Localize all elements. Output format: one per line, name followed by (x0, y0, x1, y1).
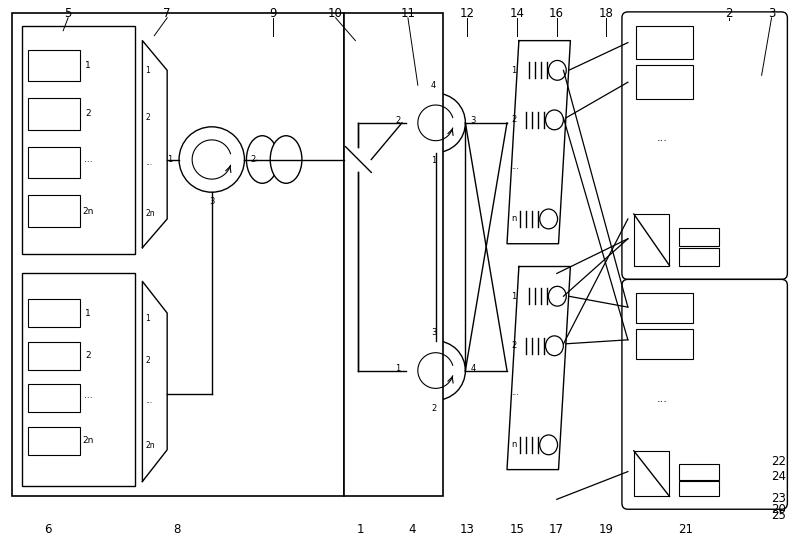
Text: ···: ··· (84, 394, 92, 403)
Text: 24: 24 (771, 470, 786, 483)
Bar (29, 427, 80, 455)
Text: 23: 23 (771, 492, 786, 505)
Text: 7: 7 (163, 8, 171, 20)
Text: 2: 2 (395, 116, 401, 125)
Bar (679, 464, 719, 480)
Circle shape (406, 341, 466, 400)
Bar (29, 98, 80, 130)
Text: 16: 16 (549, 8, 564, 20)
Bar (679, 480, 719, 496)
Text: 2: 2 (511, 341, 516, 350)
Circle shape (179, 127, 245, 192)
Text: 20: 20 (771, 503, 786, 516)
Text: 6: 6 (45, 523, 52, 535)
Ellipse shape (540, 209, 558, 229)
Bar (636, 329, 694, 359)
Text: 11: 11 (401, 8, 415, 20)
Text: 1: 1 (85, 309, 90, 317)
Text: ···: ··· (84, 158, 92, 167)
Bar (346, 147, 371, 173)
Text: n: n (511, 214, 516, 224)
Text: 5: 5 (65, 8, 72, 20)
Text: 17: 17 (549, 523, 564, 535)
Text: 1: 1 (511, 66, 516, 75)
Text: 8: 8 (174, 523, 181, 535)
Text: ···: ··· (511, 391, 519, 400)
Text: 14: 14 (510, 8, 525, 20)
Bar (22, 273, 135, 487)
Text: 1: 1 (146, 66, 150, 75)
Text: 21: 21 (678, 523, 693, 535)
Text: 1: 1 (146, 314, 150, 323)
Text: ···: ··· (511, 165, 519, 174)
Text: 1: 1 (85, 61, 90, 70)
Bar (12, 13, 343, 496)
Text: 1: 1 (431, 156, 436, 165)
Text: 3: 3 (209, 197, 214, 206)
Text: 10: 10 (328, 8, 343, 20)
Bar (634, 451, 670, 496)
Text: 18: 18 (598, 8, 614, 20)
Bar (29, 384, 80, 412)
Bar (343, 13, 442, 496)
Ellipse shape (549, 286, 566, 306)
Text: 4: 4 (408, 523, 416, 535)
Text: 13: 13 (460, 523, 475, 535)
Text: ...: ... (657, 393, 668, 404)
Ellipse shape (546, 110, 563, 130)
Text: 2n: 2n (146, 209, 155, 218)
Ellipse shape (540, 435, 558, 455)
Text: 2n: 2n (82, 206, 94, 215)
Text: 2: 2 (725, 8, 733, 20)
Bar (679, 248, 719, 265)
Text: ···: ··· (146, 161, 153, 170)
Text: 1: 1 (395, 364, 401, 373)
Text: 3: 3 (768, 8, 775, 20)
Circle shape (406, 93, 466, 153)
Text: 1: 1 (167, 155, 173, 164)
Text: 1: 1 (357, 523, 364, 535)
Text: 2: 2 (146, 356, 150, 365)
Bar (679, 228, 719, 245)
Text: 3: 3 (431, 329, 436, 337)
Bar (29, 195, 80, 227)
Text: 2: 2 (511, 115, 516, 124)
Text: 15: 15 (510, 523, 524, 535)
Bar (29, 299, 80, 327)
Bar (29, 49, 80, 81)
Text: 22: 22 (771, 455, 786, 468)
Text: 3: 3 (470, 116, 476, 125)
Text: 2: 2 (431, 404, 436, 413)
Bar (636, 26, 694, 59)
Bar (29, 342, 80, 369)
Ellipse shape (546, 336, 563, 356)
Text: 2: 2 (250, 155, 256, 164)
Bar (22, 26, 135, 254)
Text: 2: 2 (85, 109, 90, 118)
Text: 2n: 2n (82, 436, 94, 445)
Text: 4: 4 (470, 364, 476, 373)
Ellipse shape (549, 61, 566, 80)
Bar (636, 65, 694, 99)
Text: 2n: 2n (146, 441, 155, 450)
Text: n: n (511, 441, 516, 449)
Text: ···: ··· (146, 399, 153, 408)
Text: 1: 1 (511, 292, 516, 301)
Bar (634, 214, 670, 265)
Text: 2: 2 (146, 114, 150, 122)
FancyBboxPatch shape (622, 279, 787, 509)
Text: 2: 2 (85, 351, 90, 360)
Bar (636, 293, 694, 323)
Text: 12: 12 (460, 8, 475, 20)
Ellipse shape (270, 136, 302, 183)
Ellipse shape (246, 136, 278, 183)
Text: ...: ... (657, 133, 668, 143)
FancyBboxPatch shape (622, 12, 787, 279)
Bar (29, 147, 80, 178)
Text: 9: 9 (270, 8, 277, 20)
Text: 25: 25 (771, 509, 786, 522)
Text: 4: 4 (431, 81, 436, 90)
Text: 19: 19 (598, 523, 614, 535)
